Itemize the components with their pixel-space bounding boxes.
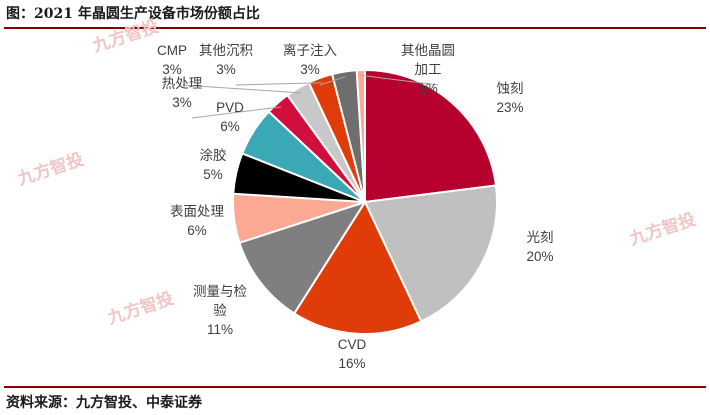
pie-slice-2: [292, 199, 423, 335]
data-label-5: 涂胶 5%: [200, 147, 227, 182]
source-note: 资料来源：九方智投、中泰证券: [6, 395, 202, 411]
watermark-2: 九方智投: [626, 209, 698, 250]
title-rule: [4, 27, 706, 29]
pie-slice-3: [238, 200, 368, 315]
data-label-1: 光刻 20%: [526, 230, 553, 264]
leader-line-9: [235, 82, 323, 86]
data-label-2: CVD 16%: [338, 337, 367, 371]
chart-title: 图：2021 年晶圆生产设备市场份额占比: [6, 6, 260, 22]
data-label-11: 其他晶圆加工 1%: [401, 43, 455, 96]
watermark-1: 九方智投: [14, 149, 86, 190]
data-label-10: 离子注入 3%: [283, 42, 337, 77]
pie-slice-11: [355, 68, 366, 203]
data-label-4: 表面处理 6%: [170, 204, 224, 238]
leader-line-7: [191, 106, 282, 119]
data-label-6: PVD 6%: [216, 100, 244, 134]
leader-line-11: [360, 74, 439, 86]
data-label-8: CMP 3%: [157, 43, 187, 77]
leader-line-10: [319, 76, 346, 86]
data-label-0: 蚀刻 23%: [496, 81, 523, 115]
leader-line-8: [181, 84, 301, 94]
footer-rule: [4, 386, 706, 388]
watermark-3: 九方智投: [104, 288, 176, 329]
data-label-3: 测量与检验 11%: [193, 284, 247, 337]
pie-slice-0: [364, 68, 498, 204]
data-label-7: 热处理 3%: [162, 76, 203, 110]
pie-slice-1: [363, 184, 498, 323]
data-label-9: 其他沉积 3%: [199, 43, 253, 77]
watermark-0: 九方智投: [89, 16, 161, 57]
